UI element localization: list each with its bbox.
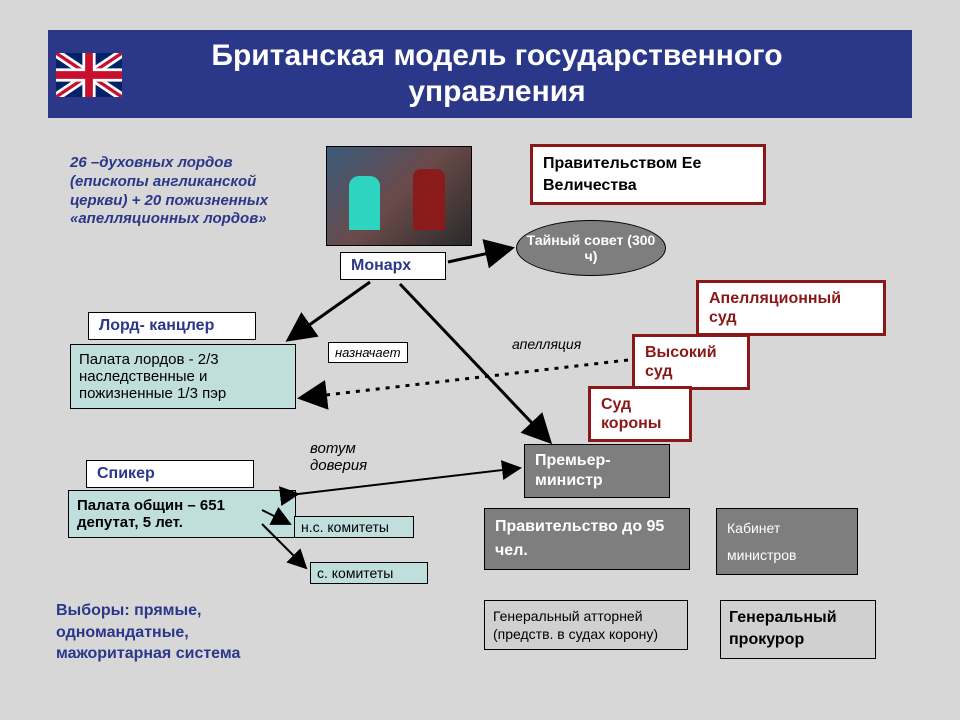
appoints-label-box: назначает — [328, 342, 408, 363]
lord-chancellor-box: Лорд- канцлер — [88, 312, 256, 340]
government-label: Правительство до 95 чел. — [495, 518, 664, 559]
vote-confidence-label: вотум доверия — [310, 440, 400, 474]
vote-confidence-text: вотум доверия — [310, 440, 367, 474]
appeal-label: апелляция — [512, 336, 581, 352]
appeal-court-label: Апелляционный суд — [709, 290, 841, 326]
speaker-box: Спикер — [86, 460, 254, 488]
appoints-label: назначает — [335, 345, 401, 360]
lords-note-text: 26 –духовных лордов (епископы англиканск… — [70, 154, 268, 227]
house-of-commons-box: Палата общин – 651 депутат, 5 лет. — [68, 490, 296, 538]
house-of-lords-box: Палата лордов - 2/3 наследственные и пож… — [70, 344, 296, 409]
prosecutor-general-label: Генеральный прокурор — [729, 609, 837, 648]
lords-composition-note: 26 –духовных лордов (епископы англиканск… — [70, 154, 270, 229]
speaker-label: Спикер — [97, 465, 155, 482]
uk-flag-icon — [56, 53, 122, 95]
crown-court-label: Суд короны — [601, 396, 661, 432]
appeal-court-box: Апелляционный суд — [696, 280, 886, 336]
pm-box: Премьер-министр — [524, 444, 670, 498]
cabinet-box: Кабинет министров — [716, 508, 858, 575]
ns-committees-label: н.с. комитеты — [301, 519, 389, 535]
s-committees-box: с. комитеты — [310, 562, 428, 584]
appeal-label-box: апелляция — [512, 336, 581, 352]
attorney-general-label: Генеральный атторней (предств. в судах к… — [493, 608, 658, 642]
house-of-commons-label: Палата общин – 651 депутат, 5 лет. — [77, 497, 225, 531]
prosecutor-general-box: Генеральный прокурор — [720, 600, 876, 659]
monarch-label: Монарх — [351, 257, 411, 274]
high-court-label: Высокий суд — [645, 344, 717, 380]
s-committees-label: с. комитеты — [317, 565, 393, 581]
title-header: Британская модель государственного управ… — [48, 30, 912, 118]
ns-committees-box: н.с. комитеты — [294, 516, 414, 538]
house-of-lords-label: Палата лордов - 2/3 наследственные и пож… — [79, 351, 226, 402]
crown-court-box: Суд короны — [588, 386, 692, 442]
elections-note: Выборы: прямые, одномандатные, мажоритар… — [56, 600, 296, 665]
monarch-box: Монарх — [340, 252, 446, 280]
privy-council-label: Тайный совет (300 ч) — [521, 232, 661, 264]
her-majesty-label: Правительством Ее Величества — [543, 155, 701, 194]
high-court-box: Высокий суд — [632, 334, 750, 390]
cabinet-label: Кабинет министров — [727, 520, 796, 563]
her-majesty-government-box: Правительством Ее Величества — [530, 144, 766, 205]
privy-council-oval: Тайный совет (300 ч) — [516, 220, 666, 276]
government-box: Правительство до 95 чел. — [484, 508, 690, 570]
pm-label: Премьер-министр — [535, 452, 611, 489]
page-title: Британская модель государственного управ… — [122, 38, 912, 110]
elections-text: Выборы: прямые, одномандатные, мажоритар… — [56, 602, 240, 662]
attorney-general-box: Генеральный атторней (предств. в судах к… — [484, 600, 688, 650]
lord-chancellor-label: Лорд- канцлер — [99, 317, 214, 334]
monarch-photo — [326, 146, 472, 246]
